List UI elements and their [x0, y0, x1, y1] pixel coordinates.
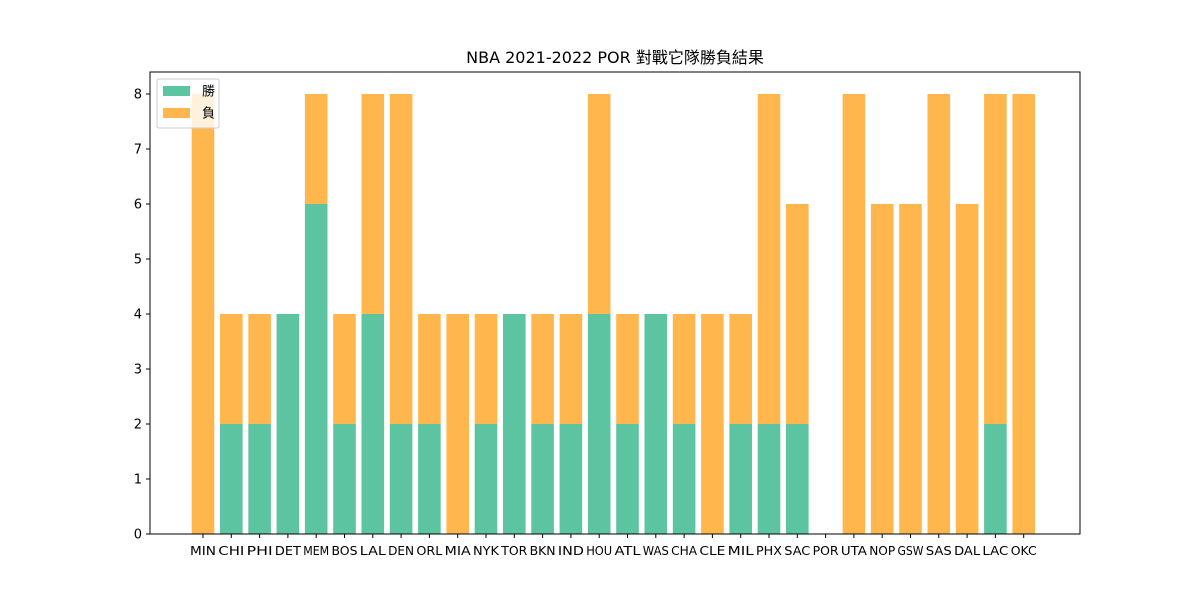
x-tick-label-det: DET: [275, 543, 301, 558]
bar-hou-loss: [587, 94, 611, 314]
bar-lac-win: [984, 424, 1007, 534]
legend-label-loss: 負: [202, 107, 215, 122]
bar-cha-win: [672, 424, 696, 534]
x-tick-label-lal: LAL: [360, 543, 386, 558]
bar-atl-loss: [616, 314, 639, 424]
bar-bos-win: [333, 424, 356, 534]
y-tick-label: 4: [134, 308, 142, 323]
bar-nop-loss: [870, 204, 894, 534]
x-tick-label-chi: CHI: [218, 543, 244, 558]
x-tick-label-lac: LAC: [982, 543, 1008, 558]
bar-cle-loss: [701, 314, 724, 534]
x-tick-label-sac: SAC: [784, 543, 810, 558]
y-tick-label: 0: [134, 528, 142, 543]
bar-mil-loss: [729, 314, 752, 424]
legend: 勝負: [156, 78, 220, 129]
bar-lac-loss: [984, 94, 1007, 424]
bar-sas-loss: [927, 94, 951, 534]
bar-bkn-win: [531, 424, 554, 534]
bar-mem-win: [304, 204, 328, 534]
y-tick-label: 1: [134, 473, 142, 488]
bar-cha-loss: [672, 314, 696, 424]
bar-atl-win: [616, 424, 639, 534]
x-tick-label-mil: MIL: [728, 543, 754, 558]
legend-swatch-loss: [163, 108, 190, 118]
bar-sac-loss: [786, 204, 809, 424]
bar-bos-loss: [333, 314, 356, 424]
y-tick-label: 8: [134, 88, 142, 103]
bar-mem-loss: [304, 94, 328, 204]
bar-lal-loss: [361, 94, 385, 314]
x-tick-label-min: MIN: [190, 543, 216, 558]
bar-chi-win: [220, 424, 243, 534]
bar-den-win: [389, 424, 413, 534]
x-tick-label-mem: MEM: [303, 543, 329, 558]
bar-bkn-loss: [531, 314, 554, 424]
bar-phi-loss: [248, 314, 271, 424]
legend-label-win: 勝: [202, 85, 215, 100]
x-tick-label-den: DEN: [388, 543, 414, 558]
x-tick-label-bkn: BKN: [530, 543, 556, 558]
x-tick-label-was: WAS: [643, 543, 669, 558]
x-tick-label-phx: PHX: [756, 543, 782, 558]
bar-orl-win: [418, 424, 441, 534]
x-tick-label-bos: BOS: [332, 543, 358, 558]
bar-den-loss: [389, 94, 413, 424]
x-tick-label-okc: OKC: [1011, 543, 1037, 558]
x-tick-label-uta: UTA: [841, 543, 867, 558]
bar-chi-loss: [220, 314, 243, 424]
bar-gsw-loss: [899, 204, 922, 534]
bar-mia-loss: [446, 314, 469, 534]
x-tick-label-atl: ATL: [615, 543, 641, 558]
x-tick-label-por: POR: [813, 543, 839, 558]
x-tick-label-phi: PHI: [247, 543, 273, 558]
bar-lal-win: [361, 314, 385, 534]
y-tick-label: 5: [134, 253, 142, 268]
bar-orl-loss: [418, 314, 441, 424]
x-tick-label-cha: CHA: [671, 543, 697, 558]
x-tick-label-cle: CLE: [699, 543, 725, 558]
x-tick-label-orl: ORL: [416, 543, 442, 558]
bar-hou-win: [587, 314, 611, 534]
y-tick-label: 2: [134, 418, 142, 433]
x-tick-label-ind: IND: [558, 543, 584, 558]
bar-uta-loss: [842, 94, 866, 534]
x-tick-label-gsw: GSW: [898, 543, 924, 558]
x-axis: MIN CHI PHI DET MEM BOS LAL DEN ORL MIA NYK TOR BKN I…: [190, 534, 1037, 558]
x-tick-label-hou: HOU: [586, 543, 612, 558]
bar-dal-loss: [955, 204, 979, 534]
bar-ind-loss: [559, 314, 583, 424]
bar-sac-win: [786, 424, 809, 534]
legend-swatch-win: [163, 86, 190, 96]
x-tick-label-nyk: NYK: [473, 543, 500, 558]
bar-det-win: [276, 314, 300, 534]
bars-group: [191, 94, 1035, 534]
bar-tor-win: [503, 314, 526, 534]
bar-was-win: [644, 314, 668, 534]
y-tick-label: 6: [134, 198, 142, 213]
bar-min-loss: [191, 94, 215, 534]
bar-phi-win: [248, 424, 271, 534]
bar-okc-loss: [1012, 94, 1035, 534]
y-tick-label: 3: [134, 363, 142, 378]
x-tick-label-dal: DAL: [954, 543, 980, 558]
bar-nyk-win: [474, 424, 498, 534]
y-axis: 0 1 2 3 4 5 6 7 8: [134, 88, 150, 543]
x-tick-label-nop: NOP: [869, 543, 895, 558]
chart-title: NBA 2021-2022 POR 對戰它隊勝負結果: [466, 48, 764, 67]
bar-phx-win: [757, 424, 781, 534]
bar-mil-win: [729, 424, 752, 534]
bar-nyk-loss: [474, 314, 498, 424]
y-tick-label: 7: [134, 143, 142, 158]
plot-frame: [149, 71, 1081, 535]
bar-phx-loss: [757, 94, 781, 424]
bar-ind-win: [559, 424, 583, 534]
x-tick-label-tor: TOR: [500, 543, 527, 558]
x-tick-label-mia: MIA: [445, 543, 471, 558]
x-tick-label-sas: SAS: [926, 543, 952, 558]
